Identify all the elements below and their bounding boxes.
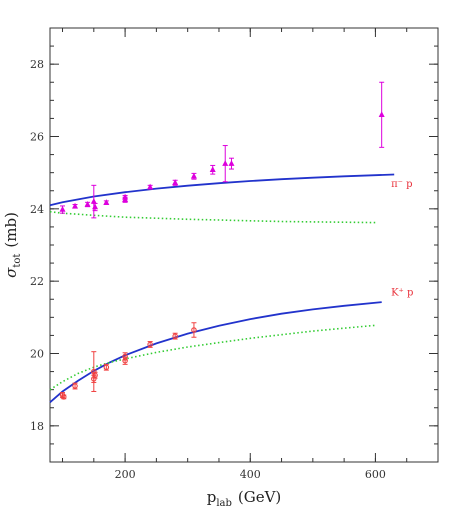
data-point-circle	[72, 383, 78, 389]
data-point-triangle	[90, 198, 97, 204]
data-point-triangle	[147, 183, 154, 190]
axis-ticks: 200 400 600 18 20 22 24 26 28	[30, 28, 439, 481]
plot-frame	[49, 27, 439, 463]
x-tick-label: 200	[115, 468, 136, 481]
x-tick-label: 400	[240, 468, 261, 481]
data-point-triangle	[222, 160, 229, 166]
y-tick-label: 24	[30, 203, 44, 216]
x-axis-title-unit: (GeV)	[238, 488, 281, 506]
y-axis-title-unit: (mb)	[2, 212, 20, 248]
data-point-triangle	[209, 166, 216, 172]
data-point-triangle	[103, 199, 110, 205]
annotation-label-0: π⁻ p	[391, 179, 412, 190]
data-points	[59, 81, 385, 400]
data-point-triangle	[228, 160, 235, 166]
y-tick-label: 26	[30, 131, 44, 144]
y-tick-label: 20	[30, 348, 44, 361]
x-axis-title-sub: lab	[216, 498, 232, 509]
y-tick-label: 22	[30, 275, 44, 288]
series-line-4	[49, 301, 382, 403]
series-line-3	[49, 210, 376, 224]
data-point-triangle	[59, 206, 66, 212]
y-tick-label: 18	[30, 420, 44, 433]
y-axis-title-sub: tot	[12, 254, 23, 268]
data-point-circle	[92, 372, 98, 378]
y-axis-title-main: σ	[2, 267, 20, 278]
data-point-circle	[103, 364, 110, 370]
data-point-triangle	[190, 172, 197, 179]
data-point-triangle	[172, 179, 179, 185]
annotation-label-1: K⁺ p	[391, 288, 413, 299]
data-point-circle	[122, 353, 128, 360]
data-point-triangle	[84, 200, 91, 207]
annotations: π⁻ p K⁺ p	[391, 179, 413, 299]
data-point-triangle	[378, 111, 385, 117]
y-axis-title: σtot (mb)	[2, 212, 23, 278]
data-point-triangle	[122, 193, 129, 200]
y-tick-label: 28	[30, 58, 44, 71]
x-axis-title: plab (GeV)	[207, 488, 282, 509]
series-line-5	[49, 324, 376, 391]
fit-curves	[49, 173, 395, 403]
data-point-circle	[61, 394, 67, 400]
data-point-circle	[147, 341, 153, 348]
data-point-circle	[172, 333, 178, 339]
data-point-triangle	[72, 202, 79, 209]
x-tick-label: 600	[365, 468, 386, 481]
series-line-2	[49, 173, 395, 207]
x-axis-title-main: p	[207, 488, 217, 506]
data-point-triangle	[92, 203, 99, 210]
data-point-circle	[191, 327, 197, 333]
